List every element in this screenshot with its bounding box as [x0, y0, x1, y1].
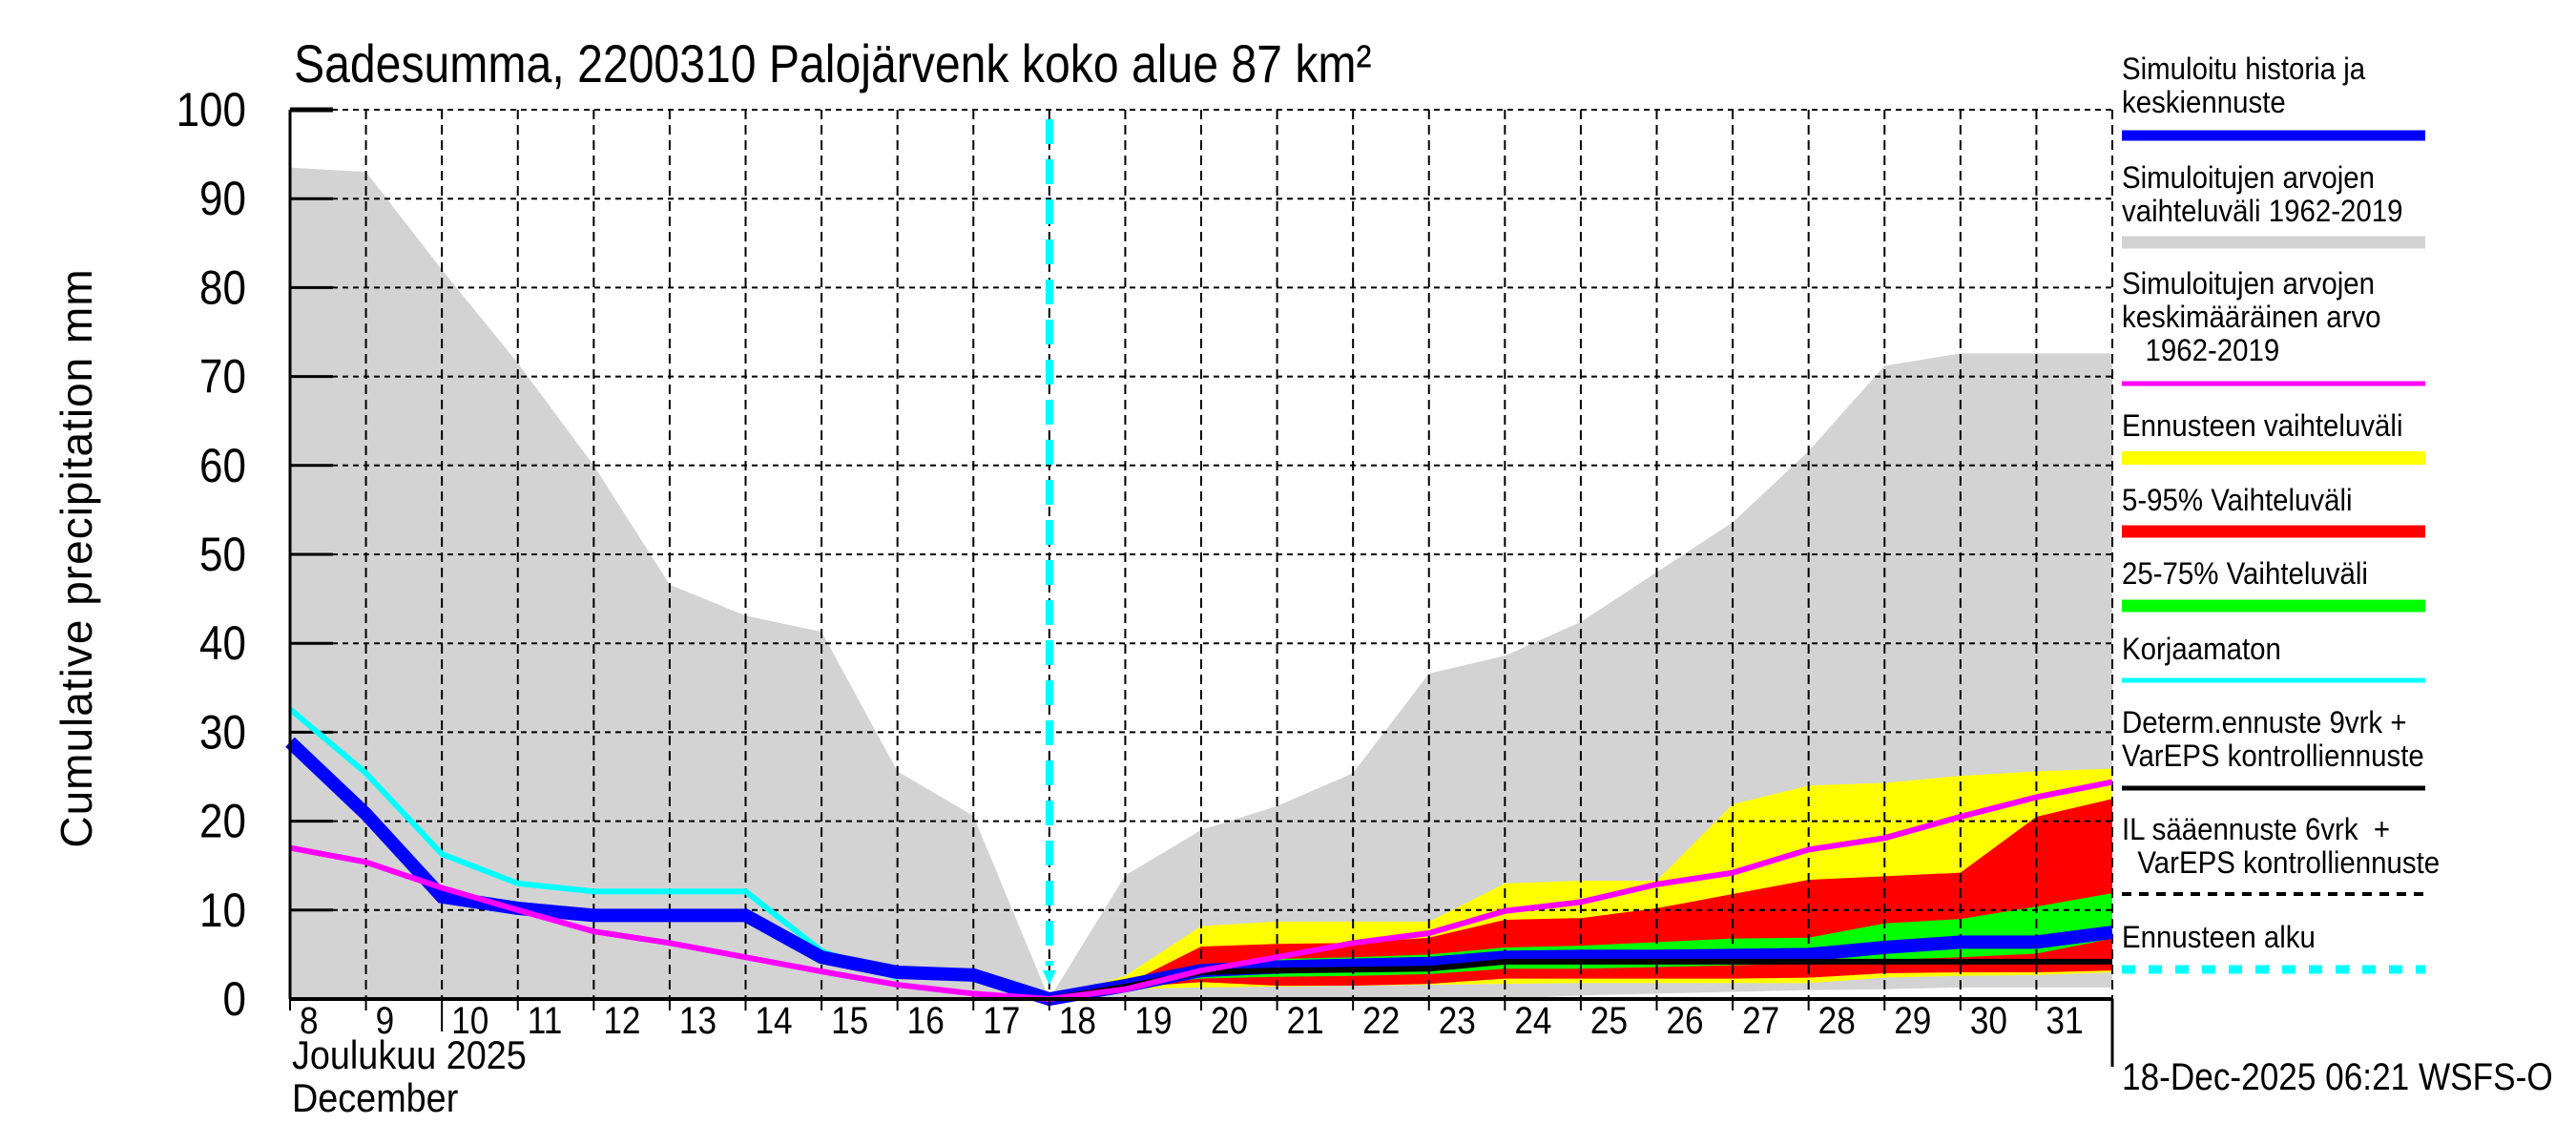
- y-tick-label: 80: [199, 260, 246, 314]
- x-tick-label: 31: [2046, 999, 2083, 1042]
- legend-item-forecast-start: Ennusteen alku: [2122, 920, 2425, 974]
- y-tick-label: 30: [199, 705, 246, 759]
- x-tick-label: 25: [1590, 999, 1628, 1042]
- legend: Simuloitu historia jakeskiennusteSimuloi…: [2122, 52, 2440, 974]
- y-tick-label: 10: [199, 883, 246, 936]
- x-tick-label: 20: [1211, 999, 1248, 1042]
- x-tick-label: 29: [1894, 999, 1931, 1042]
- x-tick-label: 16: [907, 999, 945, 1042]
- x-tick-label: 11: [528, 999, 563, 1042]
- y-tick-label: 40: [199, 616, 246, 670]
- legend-label: Simuloitujen arvojen: [2122, 266, 2375, 301]
- legend-item-forecast-range: Ennusteen vaihteluväli: [2122, 408, 2425, 465]
- x-tick-label: 18: [1059, 999, 1096, 1042]
- x-tick-label: 26: [1667, 999, 1704, 1042]
- x-tick-label: 17: [983, 999, 1020, 1042]
- x-tick-label: 22: [1362, 999, 1400, 1042]
- legend-item-uncorrected: Korjaamaton: [2122, 632, 2425, 683]
- legend-label: IL sääennuste 6vrk +: [2122, 812, 2390, 846]
- legend-label: Determ.ennuste 9vrk +: [2122, 705, 2407, 739]
- y-tick-label: 0: [223, 971, 246, 1025]
- legend-item-determ: Determ.ennuste 9vrk +VarEPS kontrollienn…: [2122, 705, 2425, 791]
- x-tick-label: 14: [756, 999, 793, 1042]
- y-tick-label: 90: [199, 172, 246, 225]
- legend-item-p5-95: 5-95% Vaihteluväli: [2122, 483, 2425, 538]
- legend-label: vaihteluväli 1962-2019: [2122, 194, 2403, 228]
- x-tick-label: 24: [1514, 999, 1551, 1042]
- uncorrected-line: [288, 706, 899, 981]
- y-ticks: 0 10 20 30 40 50 60 70 80 90 100: [177, 82, 246, 1025]
- x-tick-label: 21: [1287, 999, 1324, 1042]
- y-axis-label: Cumulative precipitation mm: [52, 268, 101, 847]
- hist-mean-line: [289, 779, 2113, 1003]
- x-tick-label: 27: [1742, 999, 1779, 1042]
- y-tick-label: 60: [199, 438, 246, 491]
- x-tick-label: 9: [376, 999, 395, 1042]
- x-tick-label: 12: [603, 999, 640, 1042]
- x-axis-month-fi: Joulukuu 2025: [292, 1033, 527, 1077]
- legend-label: VarEPS kontrolliennuste: [2122, 845, 2440, 880]
- chart-title: Sadesumma, 2200310 Palojärvenk koko alue…: [294, 35, 1372, 94]
- x-tick-label: 10: [451, 999, 488, 1042]
- y-tick-label: 100: [177, 82, 246, 135]
- x-tick-label: 30: [1970, 999, 2007, 1042]
- legend-label: keskiennuste: [2122, 85, 2286, 119]
- y-tick-label: 20: [199, 794, 246, 847]
- x-tick-label: 19: [1134, 999, 1172, 1042]
- legend-label: Ennusteen vaihteluväli: [2122, 408, 2402, 443]
- legend-label: 25-75% Vaihteluväli: [2122, 556, 2368, 591]
- hist-range-band: [290, 167, 2112, 999]
- legend-item-il: IL sääennuste 6vrk + VarEPS kontrollienn…: [2122, 812, 2440, 896]
- x-ticks: 8 9 10 11 12 13 14 15 16 17 18 19 20 21 22 23 24 25 26 27 28…: [289, 999, 2084, 1042]
- x-axis-month-en: December: [292, 1076, 458, 1120]
- y-tick-label: 70: [199, 349, 246, 403]
- x-tick-label: 8: [300, 999, 319, 1042]
- legend-label: Simuloitujen arvojen: [2122, 160, 2375, 195]
- x-tick-label: 28: [1818, 999, 1856, 1042]
- x-tick-label: 23: [1439, 999, 1476, 1042]
- y-tick-label: 50: [199, 527, 246, 580]
- legend-label: keskimääräinen arvo: [2122, 300, 2381, 334]
- legend-item-p25-75: 25-75% Vaihteluväli: [2122, 556, 2425, 613]
- lines-layer: [285, 119, 2113, 1007]
- legend-label: 5-95% Vaihteluväli: [2122, 483, 2353, 517]
- determ-line: [1049, 958, 2112, 1002]
- x-tick-label: 13: [679, 999, 717, 1042]
- forecast-start-marker: [1042, 970, 1056, 985]
- x-tick-label: 15: [831, 999, 868, 1042]
- legend-label: 1962-2019: [2122, 333, 2279, 367]
- legend-label: Simuloitu historia ja: [2122, 52, 2366, 86]
- legend-label: Korjaamaton: [2122, 632, 2281, 666]
- legend-label: Ennusteen alku: [2122, 920, 2316, 954]
- legend-label: VarEPS kontrolliennuste: [2122, 739, 2424, 773]
- timestamp: 18-Dec-2025 06:21 WSFS-O: [2122, 1055, 2553, 1098]
